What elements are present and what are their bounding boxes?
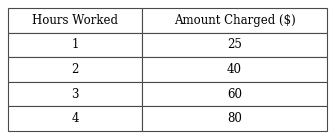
Bar bbox=[8, 57, 142, 82]
Text: 60: 60 bbox=[227, 88, 242, 101]
Bar bbox=[8, 33, 142, 57]
Text: Amount Charged ($): Amount Charged ($) bbox=[174, 14, 295, 27]
Text: 25: 25 bbox=[227, 38, 242, 51]
Bar bbox=[8, 8, 142, 33]
Text: 2: 2 bbox=[71, 63, 79, 76]
Bar bbox=[142, 8, 327, 33]
Text: 40: 40 bbox=[227, 63, 242, 76]
Text: Hours Worked: Hours Worked bbox=[32, 14, 118, 27]
Bar bbox=[8, 82, 142, 106]
Text: 80: 80 bbox=[227, 112, 242, 125]
Text: 3: 3 bbox=[71, 88, 79, 101]
Bar bbox=[142, 82, 327, 106]
Text: 1: 1 bbox=[71, 38, 79, 51]
Bar bbox=[142, 33, 327, 57]
Text: 4: 4 bbox=[71, 112, 79, 125]
Bar bbox=[142, 57, 327, 82]
Bar bbox=[142, 106, 327, 131]
Bar bbox=[8, 106, 142, 131]
